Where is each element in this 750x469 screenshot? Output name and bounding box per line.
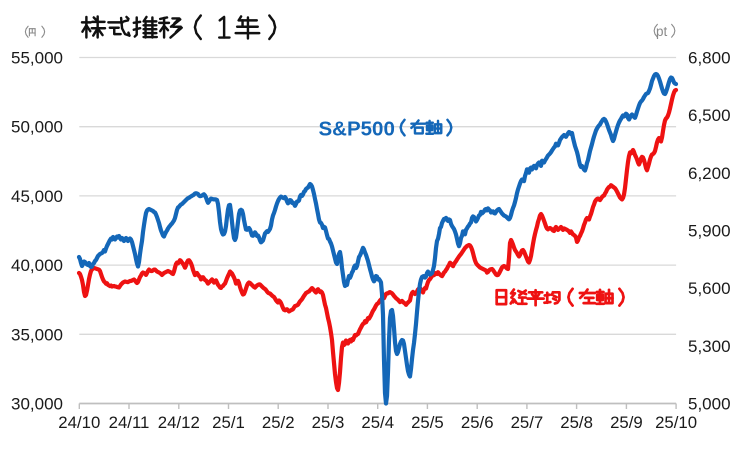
svg-text:30,000: 30,000	[11, 395, 63, 414]
svg-text:25/6: 25/6	[461, 413, 494, 432]
svg-text:55,000: 55,000	[11, 49, 63, 68]
svg-text:24/10: 24/10	[58, 413, 100, 432]
svg-text:5,000: 5,000	[688, 395, 731, 414]
svg-text:6,500: 6,500	[688, 106, 731, 125]
svg-text:pt: pt	[656, 24, 668, 39]
svg-text:25/8: 25/8	[560, 413, 593, 432]
svg-text:6,200: 6,200	[688, 164, 731, 183]
svg-text:25/2: 25/2	[262, 413, 295, 432]
svg-text:5,900: 5,900	[688, 222, 731, 241]
svg-text:5,600: 5,600	[688, 279, 731, 298]
svg-text:25/3: 25/3	[312, 413, 345, 432]
svg-text:6,800: 6,800	[688, 49, 731, 68]
svg-text:25/5: 25/5	[411, 413, 444, 432]
svg-text:40,000: 40,000	[11, 256, 63, 275]
svg-text:25/10: 25/10	[655, 413, 697, 432]
svg-text:5,300: 5,300	[688, 337, 731, 356]
svg-text:45,000: 45,000	[11, 187, 63, 206]
svg-text:50,000: 50,000	[11, 118, 63, 137]
svg-text:S&P500: S&P500	[319, 117, 395, 140]
svg-text:24/11: 24/11	[109, 413, 150, 432]
svg-text:25/4: 25/4	[361, 413, 394, 432]
svg-text:25/9: 25/9	[610, 413, 643, 432]
svg-text:25/1: 25/1	[212, 413, 245, 432]
svg-text:24/12: 24/12	[158, 413, 200, 432]
svg-text:25/7: 25/7	[511, 413, 544, 432]
svg-text:35,000: 35,000	[11, 325, 63, 344]
